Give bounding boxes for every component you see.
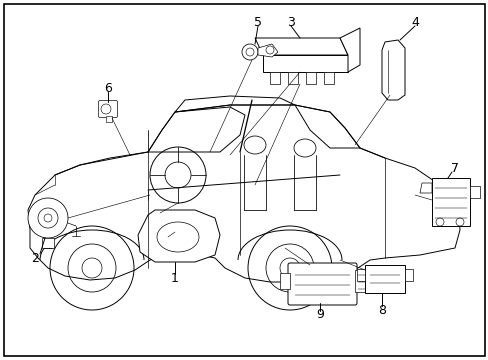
Bar bbox=[364, 265, 404, 293]
Text: 1: 1 bbox=[171, 271, 179, 284]
Polygon shape bbox=[324, 72, 333, 84]
Bar bbox=[280, 273, 289, 289]
Bar bbox=[356, 269, 364, 281]
Polygon shape bbox=[254, 38, 347, 55]
Text: 7: 7 bbox=[450, 162, 458, 175]
Text: 2: 2 bbox=[31, 252, 39, 265]
FancyBboxPatch shape bbox=[287, 263, 356, 305]
Polygon shape bbox=[381, 40, 404, 100]
Text: 5: 5 bbox=[253, 15, 262, 28]
Polygon shape bbox=[339, 28, 359, 72]
Text: 9: 9 bbox=[315, 309, 323, 321]
Bar bbox=[354, 270, 368, 292]
Polygon shape bbox=[305, 72, 315, 84]
Polygon shape bbox=[469, 186, 479, 198]
Text: 6: 6 bbox=[104, 81, 112, 95]
Polygon shape bbox=[42, 238, 54, 248]
Polygon shape bbox=[269, 72, 280, 84]
Polygon shape bbox=[419, 183, 431, 193]
Polygon shape bbox=[287, 72, 297, 84]
Polygon shape bbox=[258, 44, 278, 57]
FancyBboxPatch shape bbox=[98, 100, 117, 117]
Bar bbox=[404, 269, 412, 281]
Text: 4: 4 bbox=[410, 15, 418, 28]
Text: 8: 8 bbox=[377, 303, 385, 316]
Circle shape bbox=[242, 44, 258, 60]
Text: 3: 3 bbox=[286, 15, 294, 28]
Circle shape bbox=[28, 198, 68, 238]
Polygon shape bbox=[138, 210, 220, 262]
Polygon shape bbox=[106, 116, 112, 122]
Bar bbox=[431, 178, 469, 226]
Polygon shape bbox=[263, 55, 347, 72]
